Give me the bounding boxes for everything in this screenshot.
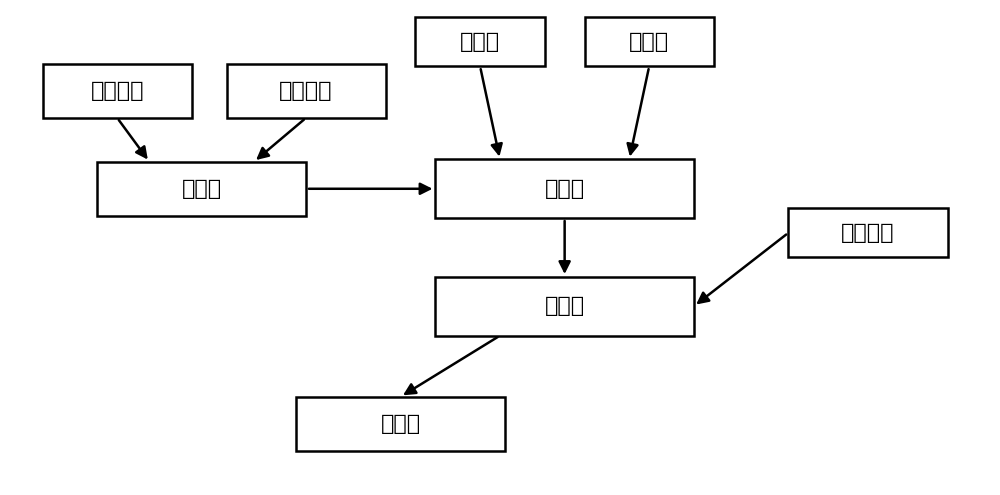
Bar: [585, 17, 714, 66]
Text: 保温釜: 保温釜: [380, 414, 421, 434]
Text: 氨基磺酸: 氨基磺酸: [279, 81, 333, 101]
Bar: [97, 162, 306, 216]
Text: 合成釜: 合成釜: [545, 179, 585, 199]
Bar: [435, 159, 694, 218]
Text: 二氯甲烷: 二氯甲烷: [90, 81, 144, 101]
Bar: [415, 17, 545, 66]
Bar: [43, 64, 192, 118]
Text: 三乙胺: 三乙胺: [629, 32, 669, 52]
Text: 酰化釜: 酰化釜: [545, 296, 585, 316]
Text: 双乙烯酮: 双乙烯酮: [841, 223, 895, 243]
Bar: [296, 397, 505, 450]
Bar: [435, 277, 694, 336]
Bar: [788, 208, 948, 257]
Text: 冰乙酸: 冰乙酸: [460, 32, 500, 52]
Text: 溶料釜: 溶料釜: [182, 179, 222, 199]
Bar: [227, 64, 386, 118]
